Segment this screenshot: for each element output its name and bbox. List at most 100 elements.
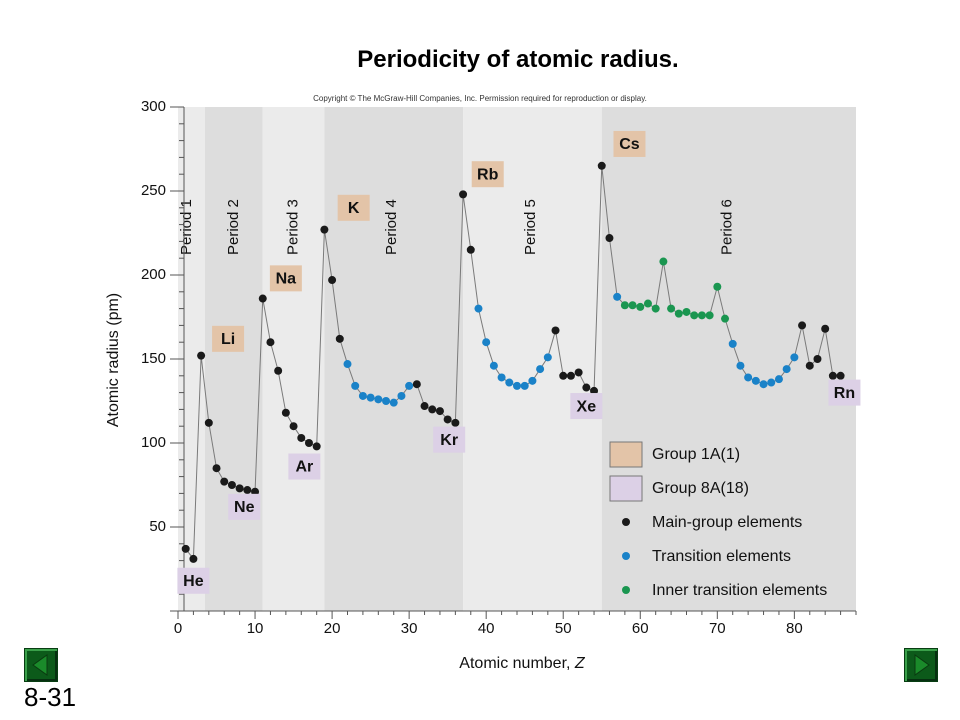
legend-dot: [622, 518, 630, 526]
element-box-na: [269, 265, 302, 292]
element-box-xe: [570, 393, 603, 420]
period-band-2: [204, 107, 263, 611]
y-tick-label: 50: [149, 518, 166, 535]
data-point-z13: [274, 366, 283, 375]
data-point-z44: [513, 381, 521, 390]
data-point-z21: [335, 334, 344, 343]
element-box-rn: [828, 379, 861, 406]
legend-label: Transition elements: [652, 548, 791, 565]
data-point-z56: [605, 234, 614, 243]
data-point-z17: [304, 439, 313, 447]
element-box-he: [177, 567, 210, 594]
data-point-z1: [181, 544, 190, 553]
data-point-z72: [728, 339, 737, 348]
data-point-z58: [620, 301, 629, 310]
next-slide-button[interactable]: [904, 648, 938, 682]
data-point-z24: [358, 391, 367, 400]
data-point-z15: [289, 422, 298, 431]
legend-label: Group 8A(18): [652, 480, 749, 497]
element-label-ne: Ne: [234, 499, 255, 516]
x-axis-label-variable: Z: [574, 655, 586, 672]
slide-title: Periodicity of atomic radius.: [357, 46, 679, 73]
x-tick-label: 50: [555, 620, 572, 637]
y-tick-label: 150: [141, 350, 166, 367]
x-tick-label: 0: [174, 620, 182, 637]
data-point-z31: [412, 380, 421, 389]
period-label-5: Period 5: [522, 199, 539, 255]
x-tick-label: 20: [324, 620, 341, 637]
data-point-z86: [836, 371, 845, 380]
data-point-z19: [320, 225, 329, 234]
data-point-z18: [312, 442, 321, 451]
data-point-z28: [389, 398, 398, 407]
data-point-z57: [613, 292, 622, 301]
data-point-z20: [328, 276, 337, 285]
data-point-z26: [374, 395, 383, 404]
data-point-z81: [798, 321, 807, 330]
data-point-z10: [251, 487, 260, 496]
element-label-li: Li: [221, 331, 235, 348]
data-point-z32: [420, 402, 429, 411]
data-point-z6: [220, 477, 229, 486]
data-point-z12: [266, 338, 275, 347]
data-point-z77: [767, 378, 776, 387]
data-point-z53: [582, 383, 591, 392]
period-band-3: [262, 107, 325, 611]
data-point-z41: [489, 361, 498, 370]
data-point-z64: [667, 304, 676, 313]
data-point-z33: [428, 405, 437, 414]
arrow-right-icon: [914, 654, 930, 676]
data-point-z38: [466, 245, 475, 254]
period-label-3: Period 3: [285, 199, 302, 255]
data-point-z68: [697, 311, 706, 320]
legend-swatch: [609, 441, 643, 468]
y-tick-label: 100: [141, 434, 166, 451]
y-axis-label: Atomic radius (pm): [105, 293, 122, 427]
data-point-z47: [536, 365, 545, 374]
period-label-2: Period 2: [225, 199, 242, 255]
element-label-he: He: [183, 573, 204, 590]
data-point-z14: [281, 408, 290, 417]
data-point-z55: [597, 161, 606, 170]
data-point-z61: [643, 299, 652, 308]
previous-slide-button[interactable]: [24, 648, 58, 682]
data-point-z73: [736, 361, 745, 370]
element-label-rn: Rn: [834, 385, 855, 402]
data-point-z3: [197, 351, 206, 360]
data-point-z52: [574, 368, 583, 377]
data-point-z54: [590, 386, 599, 395]
data-point-z27: [382, 397, 391, 405]
data-point-z63: [659, 257, 668, 266]
data-point-z39: [474, 304, 483, 313]
x-tick-label: 60: [632, 620, 649, 637]
data-point-z30: [405, 381, 414, 390]
data-point-z23: [351, 381, 360, 390]
x-tick-label: 10: [247, 620, 264, 637]
element-label-cs: Cs: [619, 136, 640, 153]
y-tick-label: 200: [141, 266, 166, 283]
data-point-z78: [774, 375, 783, 384]
legend-label: Group 1A(1): [652, 446, 740, 463]
data-point-z85: [828, 371, 837, 380]
data-point-z8: [235, 484, 244, 493]
element-box-k: [337, 194, 370, 221]
data-point-z16: [297, 433, 306, 442]
data-point-z84: [821, 324, 830, 333]
arrow-left-icon: [32, 654, 48, 676]
data-point-z50: [559, 371, 568, 380]
data-point-z11: [258, 294, 267, 303]
data-point-z46: [528, 376, 537, 385]
legend-label: Main-group elements: [652, 514, 802, 531]
period-bands: [178, 107, 856, 611]
x-tick-label: 40: [478, 620, 495, 637]
axes: 50 100 150 200 250 300 0 10 20 30 40 50 60 70 80: [141, 98, 857, 637]
element-label-ar: Ar: [295, 459, 313, 476]
element-box-ne: [228, 493, 261, 520]
element-box-ar: [288, 453, 321, 480]
data-point-z79: [782, 365, 791, 374]
data-point-z48: [543, 353, 552, 362]
data-point-z66: [682, 307, 691, 316]
data-point-z75: [751, 376, 760, 385]
legend-swatch: [609, 475, 643, 502]
